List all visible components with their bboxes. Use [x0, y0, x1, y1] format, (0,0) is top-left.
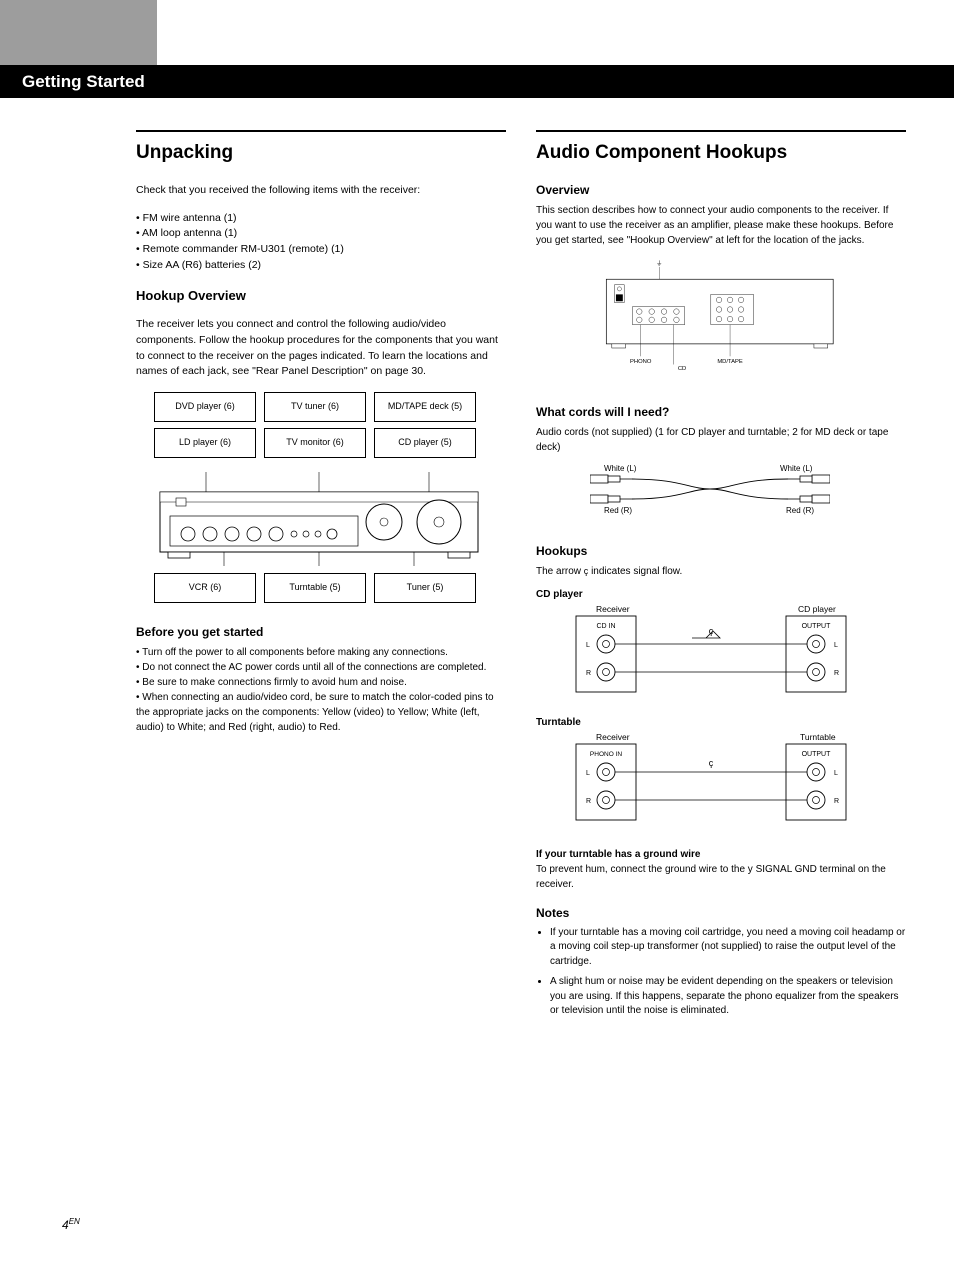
- page-num-main: 4: [62, 1218, 69, 1232]
- svg-text:L: L: [834, 770, 838, 777]
- before-2: Be sure to make connections firmly to av…: [142, 677, 407, 688]
- svg-text:White (L): White (L): [780, 464, 813, 473]
- svg-text:Receiver: Receiver: [596, 732, 630, 742]
- cd-hookup-diagram: Receiver CD player CD IN L R OUTPUT L R …: [566, 602, 866, 702]
- svg-text:R: R: [834, 798, 839, 805]
- bullet-3: Size AA (R6) batteries (2): [143, 259, 261, 271]
- page-num-sup: EN: [69, 1217, 80, 1226]
- arrow-note: The arrow ç indicates signal flow.: [536, 564, 906, 579]
- comp-mdtape: MD/TAPE deck (5): [374, 392, 476, 422]
- svg-text:OUTPUT: OUTPUT: [802, 623, 832, 630]
- svg-text:L: L: [834, 642, 838, 649]
- overview-title: Hookup Overview: [136, 286, 506, 306]
- note-1: A slight hum or noise may be evident dep…: [550, 975, 906, 1019]
- svg-text:L: L: [586, 770, 590, 777]
- svg-text:OUTPUT: OUTPUT: [802, 751, 832, 758]
- cd-hookup-head: CD player: [536, 589, 906, 600]
- notes-list: If your turntable has a moving coil cart…: [536, 926, 906, 1019]
- comp-ld: LD player (6): [154, 428, 256, 458]
- overview-head-right: Overview: [536, 183, 906, 197]
- bullet-2: Remote commander RM-U301 (remote) (1): [143, 243, 344, 255]
- turntable-hookup-diagram: Receiver Turntable PHONO IN L R OUTPUT L…: [566, 730, 866, 830]
- receiver-front-illustration: [154, 472, 484, 566]
- component-grid: DVD player (6) TV tuner (6) MD/TAPE deck…: [154, 392, 484, 603]
- svg-text:R: R: [834, 670, 839, 677]
- svg-text:MD/TAPE: MD/TAPE: [717, 359, 743, 365]
- comp-turntable: Turntable (5): [264, 573, 366, 603]
- unpacking-title: Unpacking: [136, 130, 506, 165]
- overview-text-right: This section describes how to connect yo…: [536, 203, 906, 248]
- before-0: Turn off the power to all components bef…: [142, 647, 448, 658]
- svg-text:PHONO: PHONO: [630, 359, 652, 365]
- ground-note-text: To prevent hum, connect the ground wire …: [536, 862, 906, 892]
- bullet-1: AM loop antenna (1): [142, 227, 237, 239]
- svg-text:Red (R): Red (R): [604, 506, 632, 515]
- comp-tvmon: TV monitor (6): [264, 428, 366, 458]
- svg-text:L: L: [586, 642, 590, 649]
- unpacking-body: Check that you received the following it…: [136, 183, 506, 380]
- svg-text:R: R: [586, 670, 591, 677]
- header-grey-block: [0, 0, 157, 65]
- cords-text: Audio cords (not supplied) (1 for CD pla…: [536, 425, 906, 455]
- svg-text:CD IN: CD IN: [596, 623, 615, 630]
- svg-text:Receiver: Receiver: [596, 604, 630, 614]
- before-head: Before you get started: [136, 625, 506, 639]
- svg-text:Red (R): Red (R): [786, 506, 814, 515]
- svg-text:White (L): White (L): [604, 464, 637, 473]
- note-0: If your turntable has a moving coil cart…: [550, 926, 906, 970]
- hookups-head: Hookups: [536, 544, 906, 558]
- before-3: When connecting an audio/video cord, be …: [136, 692, 494, 733]
- svg-text:ç: ç: [709, 626, 714, 636]
- comp-cd: CD player (5): [374, 428, 476, 458]
- cords-head: What cords will I need?: [536, 405, 906, 419]
- banner-title: Getting Started: [22, 72, 145, 92]
- rca-cable-illustration: White (L) White (L) Red (R) Red (R): [590, 461, 830, 517]
- svg-text:R: R: [586, 798, 591, 805]
- audio-hookups-title: Audio Component Hookups: [536, 130, 906, 165]
- left-column: Unpacking Check that you received the fo…: [136, 130, 506, 735]
- svg-text:Turntable: Turntable: [800, 732, 836, 742]
- comp-tvtuner: TV tuner (6): [264, 392, 366, 422]
- right-column: Audio Component Hookups Overview This se…: [536, 130, 906, 1025]
- svg-text:⏚: ⏚: [656, 260, 662, 267]
- comp-vcr: VCR (6): [154, 573, 256, 603]
- header-black-bar: Getting Started: [0, 65, 954, 98]
- comp-tuner: Tuner (5): [374, 573, 476, 603]
- rear-panel-illustration: ⏚ PHONO CD MD/TAPE: [536, 260, 898, 370]
- comp-dvd: DVD player (6): [154, 392, 256, 422]
- svg-text:ç: ç: [709, 758, 714, 768]
- ground-note-head: If your turntable has a ground wire: [536, 849, 906, 860]
- svg-text:CD player: CD player: [798, 604, 836, 614]
- svg-text:CD: CD: [678, 366, 686, 370]
- svg-text:PHONO IN: PHONO IN: [590, 751, 622, 758]
- notes-head: Notes: [536, 906, 906, 920]
- bullet-0: FM wire antenna (1): [143, 212, 237, 224]
- signal-arrow-icon: ç: [584, 566, 589, 576]
- turntable-hookup-head: Turntable: [536, 717, 906, 728]
- before-list: • Turn off the power to all components b…: [136, 645, 506, 735]
- unpacking-intro: Check that you received the following it…: [136, 183, 506, 199]
- before-1: Do not connect the AC power cords until …: [142, 662, 486, 673]
- overview-text: The receiver lets you connect and contro…: [136, 317, 506, 380]
- page-number: 4EN: [62, 1217, 80, 1232]
